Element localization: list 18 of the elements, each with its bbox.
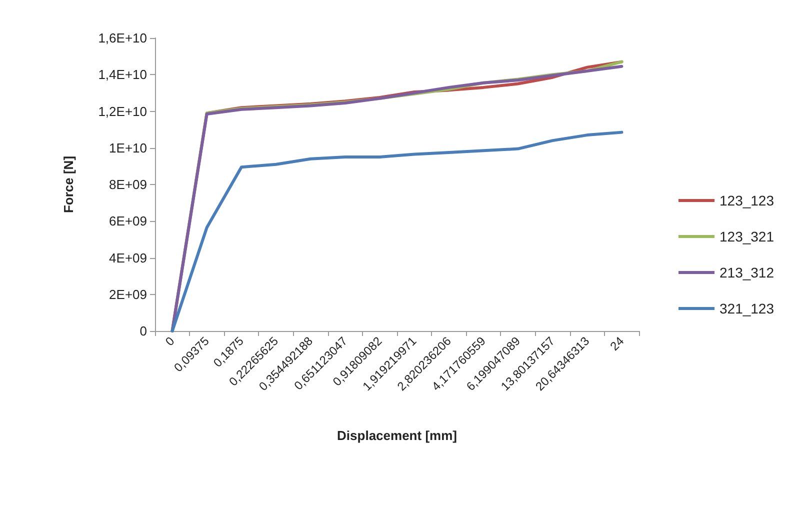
y-tick-label: 6E+09	[109, 214, 147, 229]
y-tick-label: 8E+09	[109, 177, 147, 192]
y-tick-label: 1,4E+10	[98, 67, 147, 82]
legend-label: 123_321	[719, 228, 774, 244]
y-tick-label: 4E+09	[109, 250, 147, 266]
y-tick-label: 2E+09	[109, 286, 147, 302]
legend-label: 123_123	[719, 192, 774, 208]
y-tick-label: 1,2E+10	[98, 104, 147, 119]
y-tick-label: 1,6E+10	[98, 30, 147, 46]
line-series	[170, 130, 624, 332]
legend-label: 321_123	[719, 300, 774, 316]
x-tick-label: 24	[607, 334, 627, 354]
x-axis-title: Displacement [mm]	[337, 428, 457, 443]
y-tick-label: 1E+10	[109, 140, 147, 156]
x-tick-label: 0	[162, 334, 178, 349]
y-axis-title: Force [N]	[61, 156, 76, 214]
legend-label: 213_312	[719, 264, 774, 280]
y-tick-label: 0	[140, 324, 147, 338]
